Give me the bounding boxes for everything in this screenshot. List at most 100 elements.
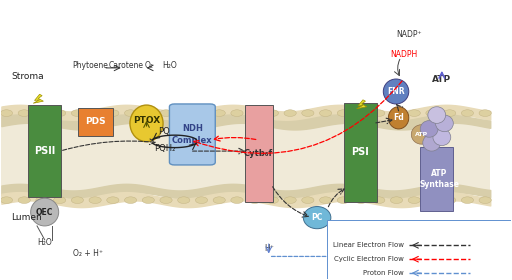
Text: Cytb₆f: Cytb₆f bbox=[244, 149, 273, 158]
Text: Carotene: Carotene bbox=[109, 61, 144, 70]
FancyBboxPatch shape bbox=[245, 105, 272, 202]
Text: ATP
Synthase: ATP Synthase bbox=[419, 169, 459, 189]
FancyBboxPatch shape bbox=[78, 108, 114, 136]
Text: ATP: ATP bbox=[415, 132, 428, 137]
Circle shape bbox=[196, 197, 207, 204]
Circle shape bbox=[390, 197, 402, 204]
Circle shape bbox=[213, 110, 225, 116]
Text: PSI: PSI bbox=[352, 148, 369, 157]
Circle shape bbox=[54, 197, 66, 204]
Ellipse shape bbox=[433, 129, 451, 146]
Circle shape bbox=[89, 197, 101, 204]
Ellipse shape bbox=[420, 121, 438, 137]
Circle shape bbox=[426, 197, 438, 204]
Circle shape bbox=[284, 110, 296, 116]
Ellipse shape bbox=[423, 134, 441, 151]
Text: Cyclic Electron Flow: Cyclic Electron Flow bbox=[334, 256, 403, 262]
Polygon shape bbox=[356, 100, 367, 109]
Circle shape bbox=[443, 110, 456, 116]
Text: PDS: PDS bbox=[86, 118, 106, 127]
Text: Linear Electron Flow: Linear Electron Flow bbox=[333, 242, 403, 248]
Text: FNR: FNR bbox=[387, 87, 405, 96]
Text: H⁺: H⁺ bbox=[264, 244, 274, 253]
Circle shape bbox=[443, 197, 456, 204]
Text: Phytoene: Phytoene bbox=[73, 61, 109, 70]
Circle shape bbox=[160, 110, 172, 116]
FancyBboxPatch shape bbox=[28, 105, 61, 197]
Circle shape bbox=[373, 197, 385, 204]
Circle shape bbox=[319, 197, 332, 204]
Circle shape bbox=[390, 110, 402, 116]
Ellipse shape bbox=[31, 198, 59, 226]
Circle shape bbox=[266, 110, 279, 116]
Circle shape bbox=[106, 110, 119, 116]
Circle shape bbox=[408, 197, 420, 204]
Circle shape bbox=[36, 197, 48, 204]
Circle shape bbox=[196, 110, 207, 116]
Circle shape bbox=[124, 110, 137, 116]
Circle shape bbox=[426, 110, 438, 116]
FancyBboxPatch shape bbox=[344, 102, 377, 202]
Text: NADPH: NADPH bbox=[390, 50, 417, 59]
Circle shape bbox=[18, 197, 30, 204]
Circle shape bbox=[1, 197, 13, 204]
Text: Stroma: Stroma bbox=[12, 72, 44, 81]
Ellipse shape bbox=[130, 105, 163, 142]
Text: ATP: ATP bbox=[432, 74, 452, 83]
Circle shape bbox=[284, 197, 296, 204]
Circle shape bbox=[106, 197, 119, 204]
Text: Proton Flow: Proton Flow bbox=[363, 270, 403, 276]
Circle shape bbox=[248, 110, 261, 116]
Circle shape bbox=[319, 110, 332, 116]
Text: NADP⁺: NADP⁺ bbox=[396, 31, 421, 39]
Text: Lumen: Lumen bbox=[12, 213, 42, 222]
Text: H₂O: H₂O bbox=[37, 238, 52, 247]
Circle shape bbox=[355, 197, 367, 204]
Ellipse shape bbox=[428, 107, 445, 123]
Circle shape bbox=[1, 110, 13, 116]
Text: PC: PC bbox=[311, 213, 323, 222]
Text: PQ: PQ bbox=[159, 127, 170, 136]
Text: NDH
Complex: NDH Complex bbox=[172, 124, 212, 144]
Text: H₂O: H₂O bbox=[162, 61, 177, 70]
FancyBboxPatch shape bbox=[169, 104, 215, 165]
Text: O₂: O₂ bbox=[144, 61, 154, 70]
Circle shape bbox=[142, 110, 155, 116]
Ellipse shape bbox=[303, 207, 331, 229]
Circle shape bbox=[71, 197, 83, 204]
Circle shape bbox=[178, 110, 190, 116]
Text: Fd: Fd bbox=[393, 113, 404, 122]
Circle shape bbox=[124, 197, 137, 204]
Circle shape bbox=[302, 110, 314, 116]
Circle shape bbox=[36, 110, 48, 116]
Circle shape bbox=[302, 197, 314, 204]
Ellipse shape bbox=[436, 115, 453, 132]
Circle shape bbox=[231, 197, 243, 204]
Circle shape bbox=[54, 110, 66, 116]
Circle shape bbox=[160, 197, 172, 204]
Circle shape bbox=[461, 110, 474, 116]
Text: O₂ + H⁺: O₂ + H⁺ bbox=[73, 249, 103, 258]
Circle shape bbox=[18, 110, 30, 116]
Ellipse shape bbox=[389, 107, 409, 129]
Circle shape bbox=[337, 197, 349, 204]
Circle shape bbox=[142, 197, 155, 204]
FancyBboxPatch shape bbox=[2, 118, 490, 195]
Ellipse shape bbox=[411, 125, 432, 144]
Polygon shape bbox=[33, 94, 44, 103]
Circle shape bbox=[373, 110, 385, 116]
Text: PSII: PSII bbox=[34, 146, 55, 156]
Circle shape bbox=[408, 110, 420, 116]
Text: PQH₂: PQH₂ bbox=[154, 144, 175, 153]
Circle shape bbox=[479, 197, 491, 204]
Circle shape bbox=[355, 110, 367, 116]
Text: PTOX: PTOX bbox=[133, 116, 160, 125]
Circle shape bbox=[89, 110, 101, 116]
Text: OEC: OEC bbox=[36, 207, 53, 216]
Circle shape bbox=[71, 110, 83, 116]
Circle shape bbox=[479, 110, 491, 116]
Circle shape bbox=[231, 110, 243, 116]
Ellipse shape bbox=[383, 79, 409, 104]
Circle shape bbox=[248, 197, 261, 204]
Circle shape bbox=[178, 197, 190, 204]
